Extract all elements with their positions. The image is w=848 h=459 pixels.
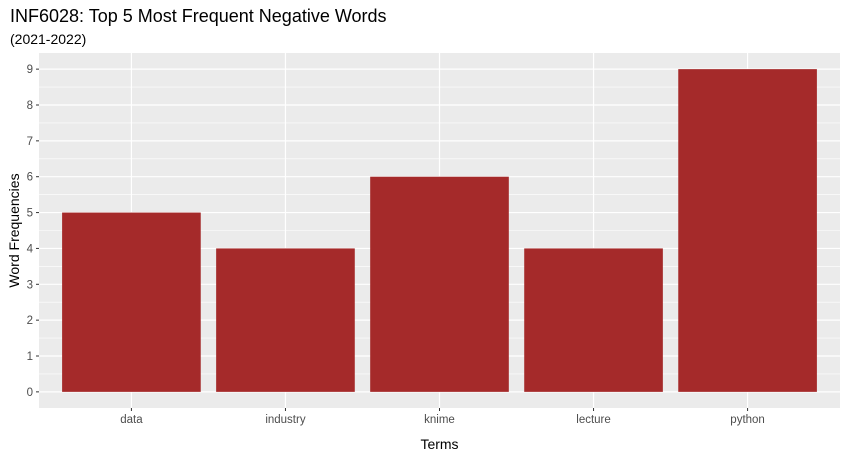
y-tick-label: 0 bbox=[27, 387, 33, 399]
y-tick-label: 4 bbox=[27, 243, 34, 255]
y-tick-label: 8 bbox=[27, 100, 33, 112]
y-axis-title: Word Frequencies bbox=[6, 173, 22, 287]
y-tick-label: 5 bbox=[27, 208, 33, 220]
chart-title: INF6028: Top 5 Most Frequent Negative Wo… bbox=[10, 6, 387, 26]
x-axis-ticks: data industry knime lecture python bbox=[120, 408, 765, 426]
bar-knime bbox=[370, 176, 509, 392]
x-tick-label: python bbox=[730, 414, 765, 426]
y-tick-label: 3 bbox=[27, 279, 33, 291]
y-tick-label: 2 bbox=[27, 315, 33, 327]
y-tick-label: 1 bbox=[27, 351, 33, 363]
chart-subtitle: (2021-2022) bbox=[10, 31, 87, 47]
y-tick-label: 9 bbox=[27, 64, 33, 76]
bar-data bbox=[62, 212, 201, 392]
bar-lecture bbox=[524, 248, 663, 392]
bar-python bbox=[678, 69, 817, 392]
y-tick-label: 7 bbox=[27, 136, 33, 148]
bar-industry bbox=[216, 248, 355, 392]
x-tick-label: industry bbox=[265, 414, 306, 426]
x-tick-label: knime bbox=[424, 414, 455, 426]
x-tick-label: lecture bbox=[576, 414, 611, 426]
y-axis-ticks: 0 1 2 3 4 5 6 7 8 9 bbox=[27, 64, 39, 399]
x-axis-title: Terms bbox=[420, 436, 458, 452]
x-tick-label: data bbox=[120, 414, 143, 426]
bars bbox=[62, 69, 817, 392]
y-tick-label: 6 bbox=[27, 172, 33, 184]
